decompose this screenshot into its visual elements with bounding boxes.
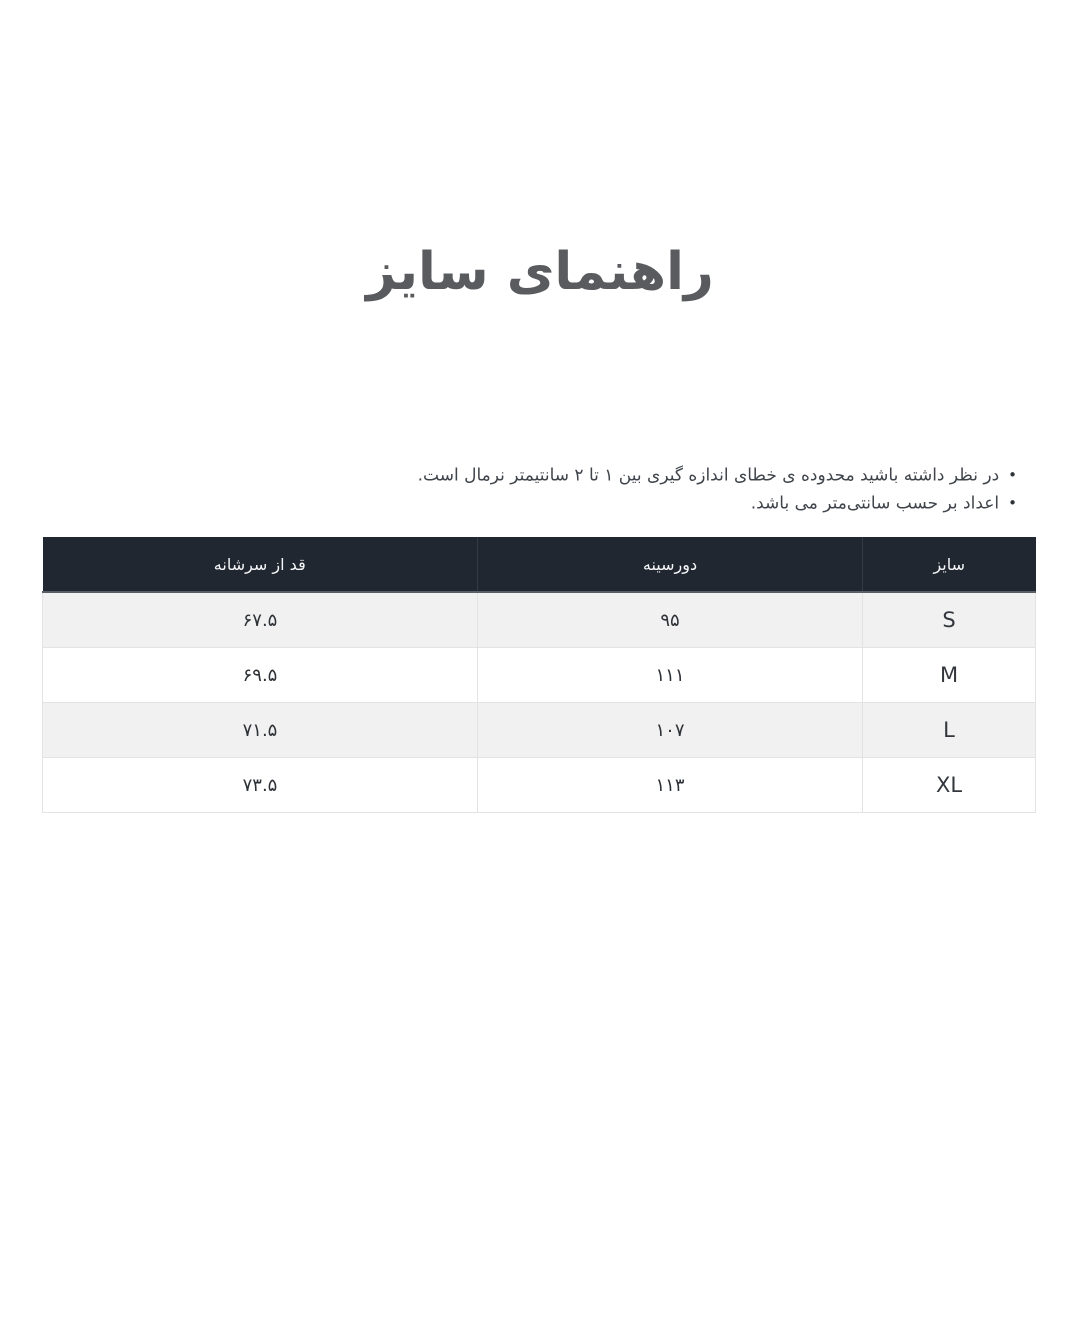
- header-row: سایز دورسینه قد از سرشانه: [42, 537, 1036, 593]
- chest-cell: ۱۱۳: [477, 757, 863, 813]
- header-height-from-shoulder: قد از سرشانه: [42, 537, 478, 593]
- size-cell: S: [862, 591, 1036, 648]
- page-title: راهنمای سایز: [366, 242, 714, 302]
- table-row: M ۱۱۱ ۶۹.۵: [42, 647, 1036, 703]
- note-text: در نظر داشته باشید محدوده ی خطای اندازه …: [417, 465, 1000, 486]
- chest-cell: ۱۰۷: [477, 702, 863, 758]
- note-item: • اعداد بر حسب سانتی‌متر می باشد.: [45, 490, 1017, 518]
- table-header: سایز دورسینه قد از سرشانه: [42, 537, 1036, 593]
- size-guide-table: سایز دورسینه قد از سرشانه S ۹۵ ۶۷.۵ M ۱۱…: [42, 537, 1036, 813]
- note-item: • در نظر داشته باشید محدوده ی خطای اندازه…: [45, 462, 1017, 490]
- bullet-icon: •: [1008, 466, 1017, 484]
- height-from-shoulder-cell: ۶۷.۵: [42, 591, 478, 648]
- height-from-shoulder-cell: ۷۱.۵: [42, 702, 478, 758]
- size-cell: M: [862, 647, 1036, 703]
- notes-list: • در نظر داشته باشید محدوده ی خطای اندازه…: [45, 462, 1035, 517]
- chest-cell: ۱۱۱: [477, 647, 863, 703]
- height-from-shoulder-cell: ۶۹.۵: [42, 647, 478, 703]
- table-row: L ۱۰۷ ۷۱.۵: [42, 702, 1036, 758]
- bullet-icon: •: [1008, 493, 1017, 512]
- note-text: اعداد بر حسب سانتی‌متر می باشد.: [750, 493, 1000, 513]
- table-row: XL ۱۱۳ ۷۳.۵: [42, 757, 1036, 813]
- size-cell: L: [862, 702, 1036, 758]
- header-chest: دورسینه: [477, 537, 863, 593]
- height-from-shoulder-cell: ۷۳.۵: [42, 757, 478, 813]
- size-cell: XL: [862, 757, 1036, 813]
- table-row: S ۹۵ ۶۷.۵: [42, 591, 1036, 648]
- header-size: سایز: [862, 537, 1036, 593]
- chest-cell: ۹۵: [477, 591, 863, 648]
